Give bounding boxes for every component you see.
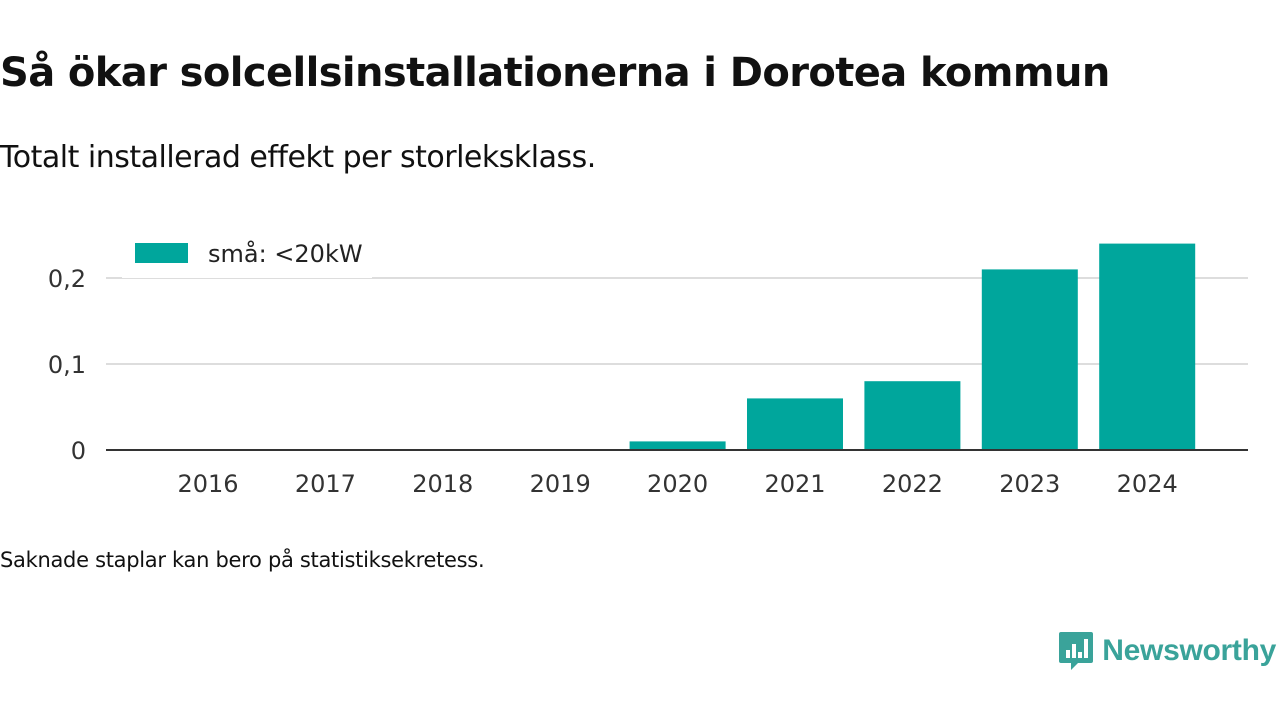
x-tick-label: 2022 (882, 470, 943, 498)
bar-2020 (629, 441, 726, 450)
x-tick-label: 2017 (295, 470, 356, 498)
bar-2024 (1099, 243, 1196, 450)
x-tick-label: 2020 (647, 470, 708, 498)
x-tick-label: 2021 (764, 470, 825, 498)
x-tick-label: 2023 (999, 470, 1060, 498)
y-tick-label: 0,1 (48, 351, 86, 379)
bar-2023 (981, 269, 1078, 450)
x-tick-label: 2018 (412, 470, 473, 498)
y-tick-labels: 0 0,1 0,2 (48, 265, 86, 465)
legend-swatch (135, 243, 188, 263)
chart-subtitle: Totalt installerad effekt per storlekskl… (0, 140, 596, 175)
bar-2022 (864, 381, 961, 450)
y-tick-label: 0 (71, 437, 86, 465)
brand-logo: Newsworthy (1058, 630, 1276, 672)
legend-label: små: <20kW (208, 239, 363, 268)
bar-2021 (747, 398, 843, 450)
newsworthy-chart-bubble-icon (1059, 632, 1094, 670)
bars (629, 243, 1196, 450)
x-tick-label: 2016 (177, 470, 238, 498)
x-tick-label: 2019 (530, 470, 591, 498)
y-tick-label: 0,2 (48, 265, 86, 293)
chart-title: Så ökar solcellsinstallationerna i Dorot… (0, 50, 1110, 96)
x-tick-label: 2024 (1117, 470, 1178, 498)
x-tick-labels: 2016 2017 2018 2019 2020 2021 2022 2023 2024 (177, 470, 1177, 498)
brand-name: Newsworthy (1102, 634, 1276, 667)
legend: små: <20kW (122, 228, 372, 278)
bar-chart: 0 0,1 0,2 2016 2017 2018 2019 2020 2021 2022 2023… (48, 228, 1248, 498)
footnote: Saknade staplar kan bero på statistiksek… (0, 548, 485, 572)
